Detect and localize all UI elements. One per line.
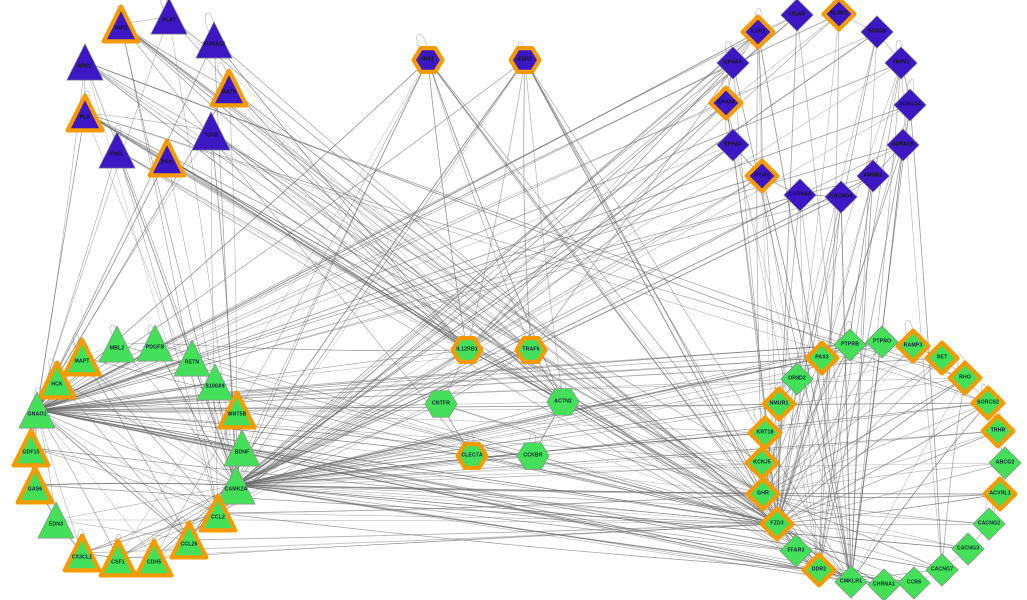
graph-node-mbl2[interactable]: MBL2 [98, 325, 136, 363]
graph-node-pdgfb[interactable]: PDGFB [136, 324, 174, 362]
graph-node-mip2[interactable]: MIP2 [101, 4, 141, 44]
graph-node-trpv1[interactable]: TRPV1 [884, 46, 918, 80]
graph-node-clec7a[interactable]: CLEC7A [455, 439, 489, 473]
graph-node-gnao1[interactable]: GNAO1 [18, 391, 56, 429]
graph-node-scn3b[interactable]: SCN3B [860, 15, 894, 49]
graph-node-itga8[interactable]: ITGA8 [780, 0, 814, 32]
graph-node-il1r2[interactable]: IL1R2 [740, 14, 776, 50]
graph-node-chrna1[interactable]: CHRNA1 [867, 568, 901, 600]
graph-node-cntfr[interactable]: CNTFR [424, 387, 458, 421]
graph-node-plat[interactable]: PLAT [150, 0, 188, 35]
graph-node-ddr2[interactable]: DDR2 [801, 552, 837, 588]
graph-node-cckbr[interactable]: CCKBR [516, 439, 550, 473]
graph-node-csf1[interactable]: CSF1 [98, 538, 138, 578]
graph-node-adra1b[interactable]: ADRA1B [886, 128, 920, 162]
graph-node-cdh5[interactable]: CDH5 [134, 538, 174, 578]
graph-node-bdnf[interactable]: BDNF [223, 429, 261, 467]
graph-node-il12rb1[interactable]: IL12RB1 [450, 333, 484, 367]
graph-node-klrf2[interactable]: KLRF2 [821, 0, 857, 32]
graph-node-ccr6[interactable]: CCR6 [897, 566, 931, 600]
graph-node-chrna4[interactable]: CHRNA4 [783, 178, 817, 212]
graph-node-irs1[interactable]: IRS1 [411, 43, 445, 77]
graph-node-cx3cl1[interactable]: CX3CL1 [62, 533, 102, 573]
graph-node-actn2[interactable]: ACTN2 [546, 385, 580, 419]
graph-node-matn[interactable]: MATN [209, 68, 249, 108]
graph-node-traf6[interactable]: TRAF6 [514, 333, 548, 367]
graph-node-ccl26[interactable]: CCL26 [169, 520, 209, 560]
graph-node-ptpro[interactable]: PTPRO [865, 325, 899, 359]
graph-node-nrg1[interactable]: NRG1 [66, 43, 104, 81]
graph-node-epha3[interactable]: EPHA3 [716, 128, 750, 162]
graph-node-wnt5b[interactable]: WNT5B [217, 390, 257, 430]
graph-node-fnbl[interactable]: FNBL [98, 131, 136, 169]
graph-node-tgfb[interactable]: TGFB [191, 111, 231, 151]
graph-node-abcg2[interactable]: ABCG2 [988, 446, 1022, 480]
graph-node-epha5[interactable]: EPHA5 [716, 46, 750, 80]
graph-node-gas6[interactable]: GAS6 [15, 465, 55, 505]
graph-node-gdf15[interactable]: GDF15 [11, 428, 51, 468]
graph-node-prx[interactable]: PRX [147, 138, 187, 178]
graph-node-itga5[interactable]: ITGA5 [744, 158, 780, 194]
graph-node-trhr[interactable]: TRHR [980, 413, 1016, 449]
graph-node-amhr2[interactable]: AMHR2 [856, 159, 890, 193]
graph-node-esr2[interactable]: ESR2 [508, 43, 542, 77]
graph-node-cmklr1[interactable]: CMKLR1 [834, 565, 868, 599]
graph-node-epha4[interactable]: EPHA4 [708, 85, 744, 121]
graph-node-adra1a[interactable]: ADRA1A [893, 88, 927, 122]
graph-node-cacng4[interactable]: CACNG4 [824, 180, 858, 214]
graph-node-s100a12[interactable]: S100A12 [195, 21, 233, 59]
graph-node-plx[interactable]: PLX [65, 93, 105, 133]
